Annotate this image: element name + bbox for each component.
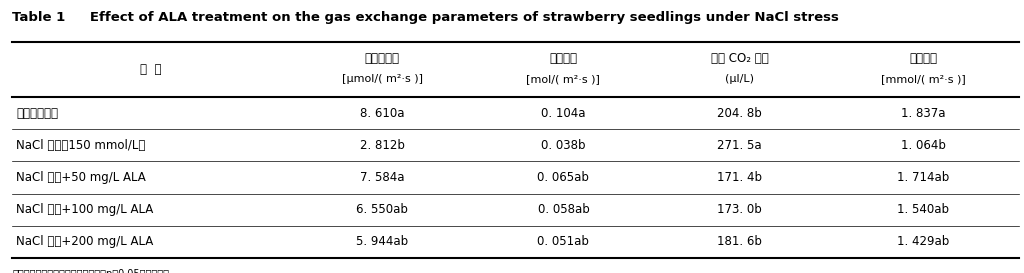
Text: 1. 714ab: 1. 714ab bbox=[897, 171, 949, 184]
Text: [μmol/( m²·s )]: [μmol/( m²·s )] bbox=[342, 75, 423, 84]
Text: 1. 429ab: 1. 429ab bbox=[897, 235, 949, 248]
Text: 1. 540ab: 1. 540ab bbox=[897, 203, 949, 216]
Text: 0. 038b: 0. 038b bbox=[541, 139, 586, 152]
Text: 胞间 CO₂ 浓度: 胞间 CO₂ 浓度 bbox=[711, 52, 768, 65]
Text: 181. 6b: 181. 6b bbox=[717, 235, 762, 248]
Text: 处  理: 处 理 bbox=[140, 63, 162, 76]
Text: NaCl 胁迫+200 mg/L ALA: NaCl 胁迫+200 mg/L ALA bbox=[16, 235, 154, 248]
Text: 蔓腾速率: 蔓腾速率 bbox=[909, 52, 937, 65]
Text: 204. 8b: 204. 8b bbox=[717, 106, 762, 120]
Text: 171. 4b: 171. 4b bbox=[717, 171, 762, 184]
Text: [mmol/( m²·s )]: [mmol/( m²·s )] bbox=[881, 75, 966, 84]
Text: 0. 058ab: 0. 058ab bbox=[538, 203, 589, 216]
Text: 气孔导度: 气孔导度 bbox=[550, 52, 578, 65]
Text: 0. 065ab: 0. 065ab bbox=[538, 171, 590, 184]
Text: 1. 064b: 1. 064b bbox=[901, 139, 946, 152]
Text: (μl/L): (μl/L) bbox=[725, 75, 754, 84]
Text: 271. 5a: 271. 5a bbox=[717, 139, 762, 152]
Text: 0. 051ab: 0. 051ab bbox=[538, 235, 590, 248]
Text: 净光合速率: 净光合速率 bbox=[365, 52, 399, 65]
Text: 图注：不同小写字母表示差异显著（p＜0.05显著水平）: 图注：不同小写字母表示差异显著（p＜0.05显著水平） bbox=[12, 269, 169, 273]
Text: Table 1: Table 1 bbox=[12, 11, 66, 24]
Text: 8. 610a: 8. 610a bbox=[360, 106, 404, 120]
Text: 0. 104a: 0. 104a bbox=[541, 106, 586, 120]
Text: 173. 0b: 173. 0b bbox=[717, 203, 762, 216]
Text: 5. 944ab: 5. 944ab bbox=[356, 235, 409, 248]
Text: 6. 550ab: 6. 550ab bbox=[356, 203, 409, 216]
Text: [mol/( m²·s )]: [mol/( m²·s )] bbox=[526, 75, 600, 84]
Text: 7. 584a: 7. 584a bbox=[360, 171, 404, 184]
Text: NaCl 胁迫+100 mg/L ALA: NaCl 胁迫+100 mg/L ALA bbox=[16, 203, 154, 216]
Text: 1. 837a: 1. 837a bbox=[901, 106, 945, 120]
Text: NaCl 胁迫（150 mmol/L）: NaCl 胁迫（150 mmol/L） bbox=[16, 139, 145, 152]
Text: 清水（对照）: 清水（对照） bbox=[16, 106, 58, 120]
Text: 2. 812b: 2. 812b bbox=[359, 139, 404, 152]
Text: Effect of ALA treatment on the gas exchange parameters of strawberry seedlings u: Effect of ALA treatment on the gas excha… bbox=[76, 11, 839, 24]
Text: NaCl 胁迫+50 mg/L ALA: NaCl 胁迫+50 mg/L ALA bbox=[16, 171, 146, 184]
